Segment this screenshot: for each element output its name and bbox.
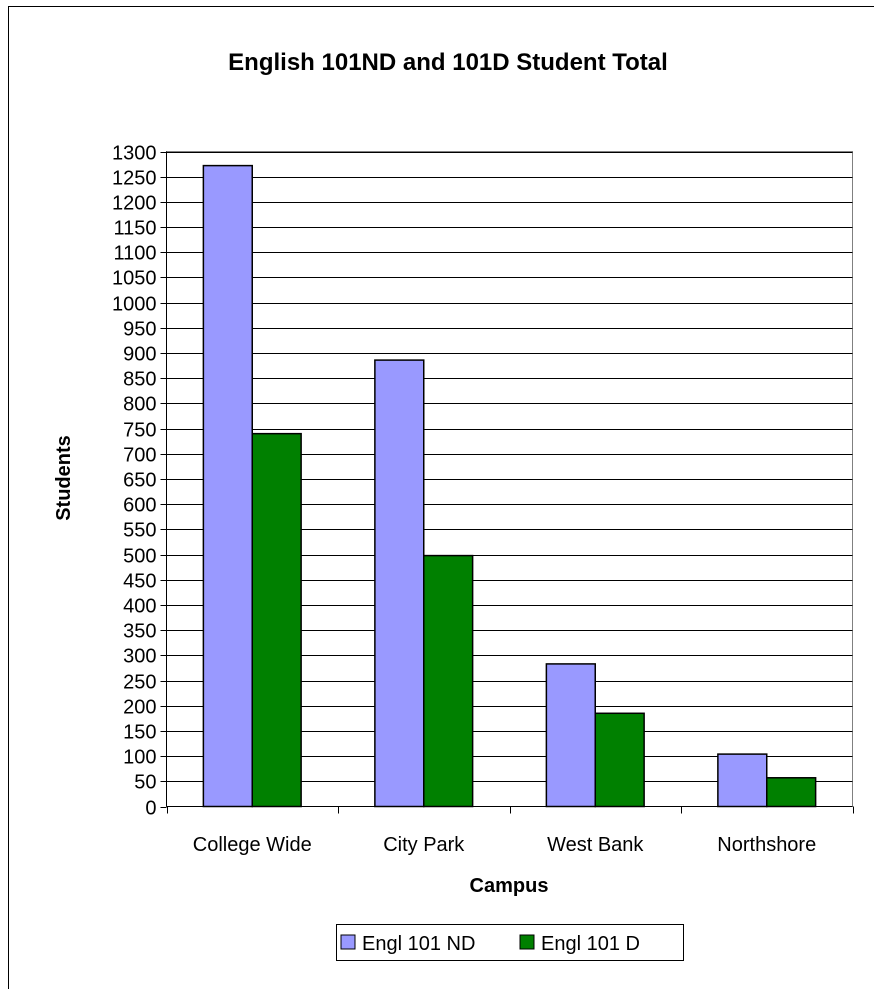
y-tick-label: 1250 bbox=[112, 168, 157, 190]
y-tick-label: 1000 bbox=[112, 294, 157, 316]
legend-label: Engl 101 D bbox=[541, 933, 640, 955]
y-tick-label: 550 bbox=[123, 520, 156, 542]
y-tick-label: 200 bbox=[123, 697, 156, 719]
legend: Engl 101 ND Engl 101 D bbox=[337, 925, 684, 961]
bar bbox=[252, 434, 301, 807]
y-axis-title: Students bbox=[53, 435, 75, 521]
bar bbox=[424, 556, 473, 807]
y-tick-label: 500 bbox=[123, 546, 156, 568]
legend-label: Engl 101 ND bbox=[362, 933, 475, 955]
y-tick-label: 100 bbox=[123, 747, 156, 769]
bar bbox=[375, 360, 424, 806]
y-tick-label: 300 bbox=[123, 646, 156, 668]
legend-swatch bbox=[341, 935, 355, 949]
y-tick-label: 850 bbox=[123, 369, 156, 391]
x-tick-label: Northshore bbox=[717, 834, 816, 856]
legend-swatch bbox=[520, 935, 534, 949]
chart-title: English 101ND and 101D Student Total bbox=[228, 49, 668, 76]
y-tick-label: 600 bbox=[123, 495, 156, 517]
x-tick-label: College Wide bbox=[193, 834, 312, 856]
y-tick-label: 450 bbox=[123, 571, 156, 593]
y-tick-label: 800 bbox=[123, 394, 156, 416]
y-tick-label: 1200 bbox=[112, 193, 157, 215]
y-tick-label: 1150 bbox=[113, 218, 156, 240]
x-tick-label: City Park bbox=[383, 834, 465, 856]
y-tick-label: 50 bbox=[134, 772, 156, 794]
y-tick-label: 700 bbox=[123, 445, 156, 467]
y-tick-label: 950 bbox=[123, 319, 156, 341]
x-axis-title: Campus bbox=[470, 875, 549, 897]
bar bbox=[203, 166, 252, 807]
y-tick-label: 650 bbox=[123, 470, 156, 492]
y-tick-label: 150 bbox=[123, 722, 156, 744]
y-tick-label: 350 bbox=[123, 621, 156, 643]
bar bbox=[767, 778, 816, 807]
y-tick-label: 1050 bbox=[112, 268, 157, 290]
x-tick-label: West Bank bbox=[547, 834, 644, 856]
bar bbox=[595, 713, 644, 806]
bar bbox=[546, 664, 595, 807]
y-tick-label: 750 bbox=[123, 420, 156, 442]
y-tick-label: 0 bbox=[145, 798, 156, 820]
y-tick-label: 250 bbox=[123, 672, 156, 694]
y-tick-label: 400 bbox=[123, 596, 156, 618]
y-tick-label: 900 bbox=[123, 344, 156, 366]
y-tick-label: 1100 bbox=[113, 243, 156, 265]
y-tick-label: 1300 bbox=[112, 143, 157, 165]
bar bbox=[718, 754, 767, 806]
